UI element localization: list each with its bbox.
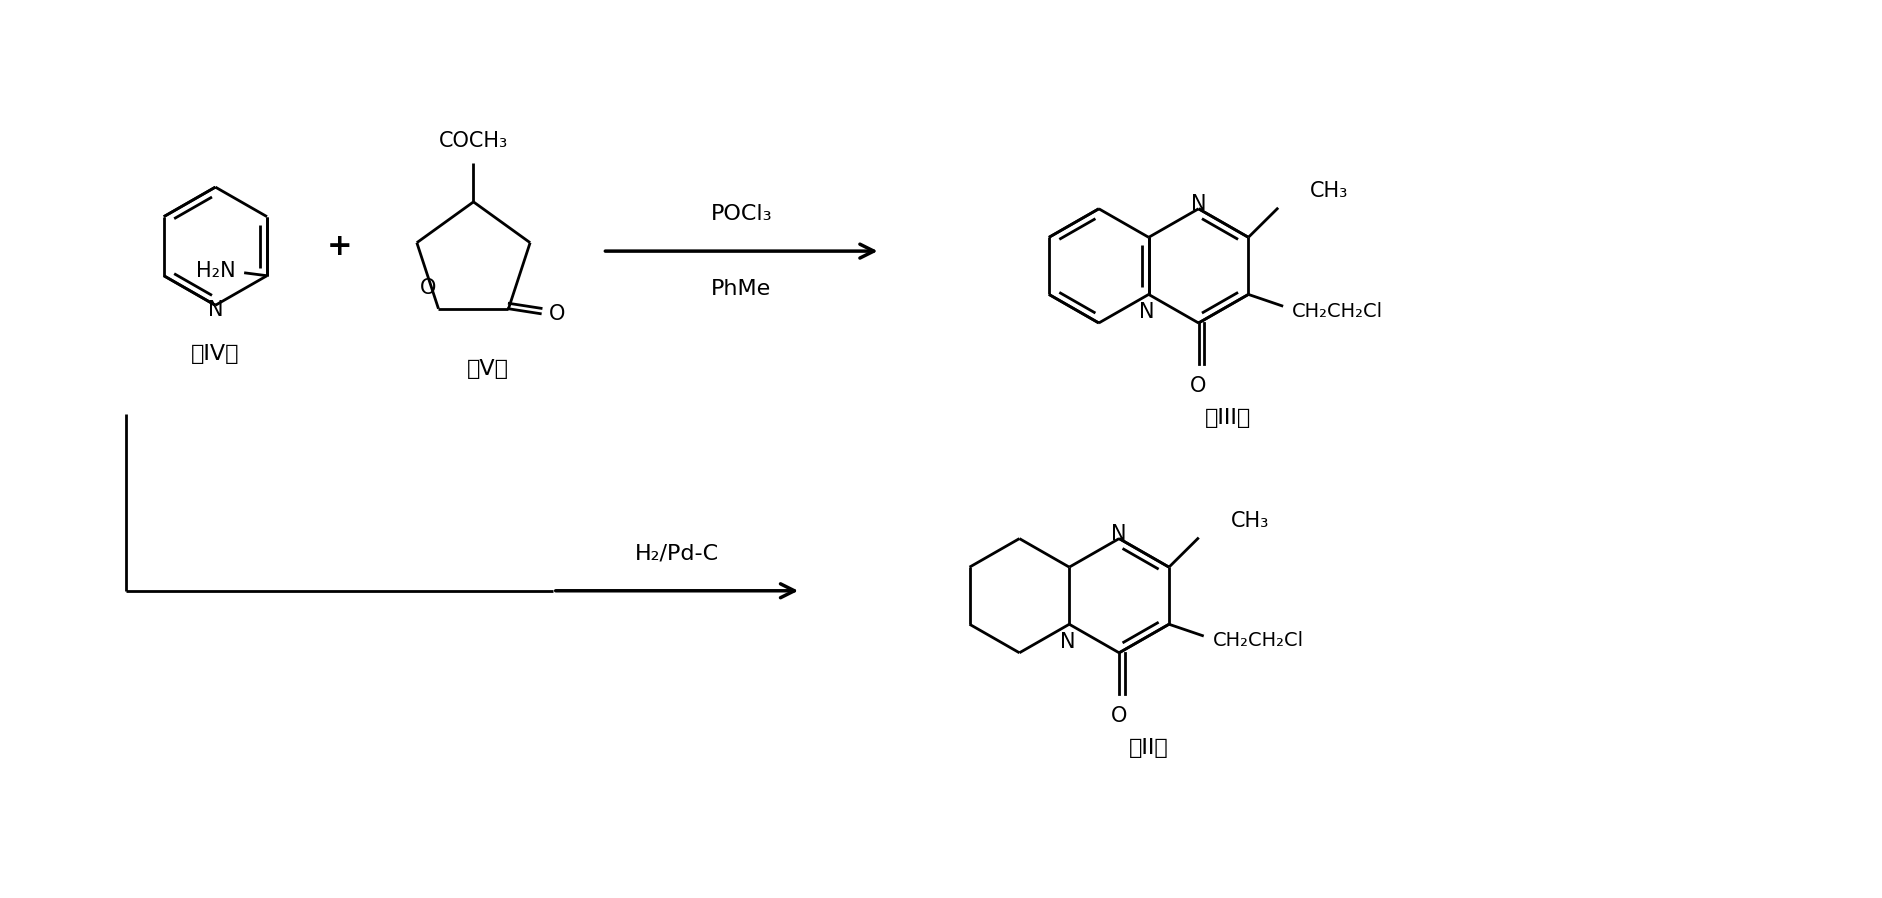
Text: H₂/Pd-C: H₂/Pd-C	[634, 543, 719, 563]
Text: H₂N: H₂N	[196, 260, 235, 281]
Text: N: N	[1112, 524, 1127, 543]
Text: PhMe: PhMe	[711, 278, 772, 298]
Text: POCl₃: POCl₃	[711, 204, 772, 224]
Text: （II）: （II）	[1129, 738, 1169, 758]
Text: CH₂CH₂Cl: CH₂CH₂Cl	[1293, 302, 1383, 321]
Text: N: N	[1139, 302, 1154, 322]
Text: O: O	[1189, 376, 1206, 396]
Text: （III）: （III）	[1204, 409, 1252, 428]
Text: （V）: （V）	[467, 359, 510, 379]
Text: O: O	[1110, 706, 1127, 726]
Text: CH₂CH₂Cl: CH₂CH₂Cl	[1212, 631, 1304, 650]
Text: CH₃: CH₃	[1310, 181, 1348, 201]
Text: O: O	[420, 277, 437, 297]
Text: N: N	[1060, 632, 1075, 652]
Text: +: +	[327, 232, 352, 260]
Text: （IV）: （IV）	[192, 345, 239, 365]
Text: CH₃: CH₃	[1231, 511, 1268, 531]
Text: N: N	[207, 300, 224, 321]
Text: COCH₃: COCH₃	[439, 131, 508, 151]
Text: O: O	[550, 304, 565, 323]
Text: N: N	[1191, 194, 1206, 214]
